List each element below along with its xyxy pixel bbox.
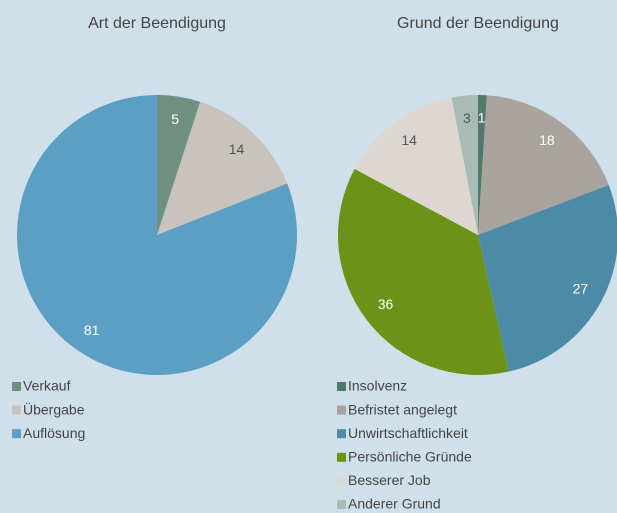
pie-slice <box>478 95 609 236</box>
legend-label: Befristet angelegt <box>348 401 457 417</box>
legend-swatch <box>12 382 21 391</box>
chart-title: Art der Beendigung <box>88 15 226 32</box>
legend-swatch <box>337 382 346 391</box>
legend-swatch <box>337 476 346 486</box>
pie-slice <box>157 101 288 236</box>
data-label: 3 <box>463 110 471 126</box>
data-label: 18 <box>539 132 555 148</box>
legend-label: Insolvenz <box>348 378 407 394</box>
legend-label: Unwirtschaftlichkeit <box>348 425 468 441</box>
legend-label: Verkauf <box>23 378 71 394</box>
data-label: 14 <box>229 141 245 157</box>
chart-title: Grund der Beendigung <box>397 15 559 32</box>
pie-slice <box>338 168 509 375</box>
legend-swatch <box>337 500 346 509</box>
legend-swatch <box>337 452 346 462</box>
data-label: 36 <box>378 296 394 312</box>
data-label: 1 <box>478 110 486 126</box>
legend-label: Besserer Job <box>348 472 431 488</box>
pie-slice <box>354 97 478 235</box>
data-label: 14 <box>401 132 417 148</box>
pie-slice <box>16 95 297 375</box>
legend-label: Übergabe <box>23 400 85 417</box>
legend-swatch <box>12 429 21 439</box>
legend-swatch <box>12 405 21 415</box>
pie-slice <box>478 185 617 372</box>
data-label: 81 <box>84 322 100 338</box>
pie-slice <box>478 95 487 235</box>
data-label: 5 <box>171 111 179 127</box>
pie-slice <box>451 95 478 235</box>
legend-label: Auflösung <box>23 425 85 441</box>
legend-label: Persönliche Gründe <box>348 449 472 465</box>
legend-swatch <box>337 429 346 439</box>
data-label: 27 <box>573 281 589 297</box>
pie-slice <box>157 95 201 235</box>
legend-label: Anderer Grund <box>348 496 441 512</box>
legend-swatch <box>337 405 346 415</box>
